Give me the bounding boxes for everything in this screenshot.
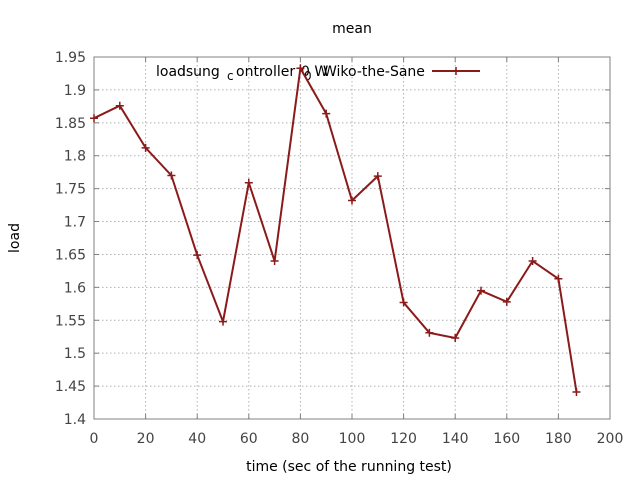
y-tick-label: 1.6 [64,280,86,296]
y-tick-label: 1.9 [64,83,86,99]
data-point [322,109,331,118]
data-point [528,257,537,266]
data-point [554,274,563,283]
legend-part-sub: c [227,69,234,83]
data-point [167,171,176,180]
x-tick-label: 100 [339,431,366,447]
data-point [425,328,434,337]
data-point [115,101,124,110]
x-tick-label: 40 [188,431,206,447]
x-ticks: 0 20 40 60 80 100 120 140 160 180 200 [90,57,624,447]
y-tick-label: 1.65 [55,247,86,263]
data-point [451,334,460,343]
y-tick-label: 1.45 [55,379,86,395]
y-ticks: 1.4 1.45 1.5 1.55 1.6 1.65 1.7 1.75 1.8 1.85 1.9 1.… [55,50,610,428]
data-point [270,257,279,266]
x-tick-label: 0 [90,431,99,447]
y-tick-label: 1.85 [55,116,86,132]
data-point [90,114,98,123]
y-tick-label: 1.5 [64,346,86,362]
chart-title: mean [332,21,372,37]
y-axis-label: load [7,223,23,253]
x-tick-label: 60 [240,431,258,447]
y-tick-label: 1.8 [64,149,86,165]
data-point [502,297,511,306]
data-point [399,298,408,307]
legend-marker-sample [452,67,460,75]
x-axis-label: time (sec of the running test) [246,459,452,475]
y-tick-label: 1.7 [64,215,86,231]
grid [94,57,610,419]
data-point [219,317,227,326]
data-point [296,64,305,73]
data-point [477,286,485,295]
x-tick-label: 120 [390,431,417,447]
y-tick-label: 1.55 [55,313,86,329]
series-line [93,65,578,393]
data-point [141,143,150,152]
legend-part-overlap-a: lsung [182,64,220,80]
x-tick-label: 200 [597,431,624,447]
data-point [244,178,253,187]
data-point [193,251,202,260]
y-tick-label: 1.4 [64,412,86,428]
data-point [348,196,356,205]
x-tick-label: 180 [545,431,572,447]
y-tick-label: 1.95 [55,50,86,66]
legend-part-rest: ontroller [236,64,295,80]
x-tick-label: 160 [493,431,520,447]
data-point [572,388,581,397]
x-tick-label: 140 [442,431,469,447]
data-points [90,64,581,397]
legend-part-sub2: 0 [304,69,312,83]
x-tick-label: 80 [291,431,309,447]
legend-part-main: load [156,64,186,80]
x-tick-label: 20 [137,431,155,447]
legend: load lsung c ontroller 0 0 W Wiko-the-Sa… [156,64,480,83]
y-tick-label: 1.75 [55,182,86,198]
data-point [373,172,382,181]
legend-part-overlap-b: 0 W [301,64,328,80]
legend-part-tail: Wiko-the-Sane [323,64,425,80]
